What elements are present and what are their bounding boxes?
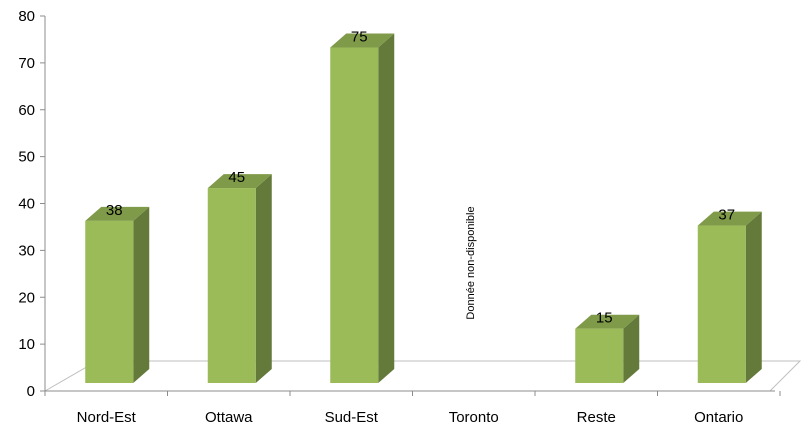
x-tick-label: Nord-Est <box>77 409 137 426</box>
y-tick-label: 0 <box>27 383 35 400</box>
bar-side <box>255 174 272 383</box>
x-tick-label: Toronto <box>449 409 499 426</box>
bar <box>575 314 640 383</box>
bar <box>85 206 150 383</box>
x-tick-label: Ontario <box>694 409 743 426</box>
y-tick-label: 60 <box>18 102 35 119</box>
data-label: 75 <box>351 28 368 45</box>
y-tick-label: 20 <box>18 289 35 306</box>
bar-top <box>697 211 762 226</box>
chart-floor-plane <box>43 360 802 392</box>
bar-side <box>745 211 762 383</box>
bar <box>207 174 272 383</box>
y-axis: 0 10 20 30 40 50 60 70 80 <box>18 8 781 400</box>
bar-side <box>378 33 395 383</box>
y-tick-label: 10 <box>18 336 35 353</box>
y-tick-label: 70 <box>18 55 35 72</box>
bar-top <box>330 33 395 48</box>
labels-group: Nord-Est 38 Ottawa 45 Sud-Est 75 Toronto Donnée… <box>77 28 744 426</box>
data-label: 37 <box>718 207 735 224</box>
bar-front <box>575 328 624 383</box>
bar-side <box>133 206 150 383</box>
y-tick-label: 30 <box>18 242 35 259</box>
x-tick-label: Reste <box>577 409 616 426</box>
bar-front <box>330 47 379 383</box>
chart-floor <box>43 360 802 392</box>
data-label-unavailable: Donnée non-disponible <box>465 206 477 319</box>
y-tick-label: 80 <box>18 8 35 25</box>
bar <box>697 211 762 383</box>
bar <box>330 33 395 383</box>
bar-top <box>575 314 640 329</box>
bars-group <box>85 33 762 383</box>
bar-front <box>207 188 256 383</box>
y-tick-label: 40 <box>18 196 35 213</box>
data-label: 15 <box>596 310 613 327</box>
bar-side <box>623 314 640 383</box>
bar-front <box>85 220 134 383</box>
data-label: 45 <box>228 169 245 186</box>
x-tick-label: Sud-Est <box>325 409 379 426</box>
bar-top <box>85 206 150 221</box>
bar-top <box>207 174 272 189</box>
x-tick-label: Ottawa <box>205 409 253 426</box>
y-tick-label: 50 <box>18 149 35 166</box>
data-label: 38 <box>106 202 123 219</box>
bar-front <box>697 225 746 383</box>
